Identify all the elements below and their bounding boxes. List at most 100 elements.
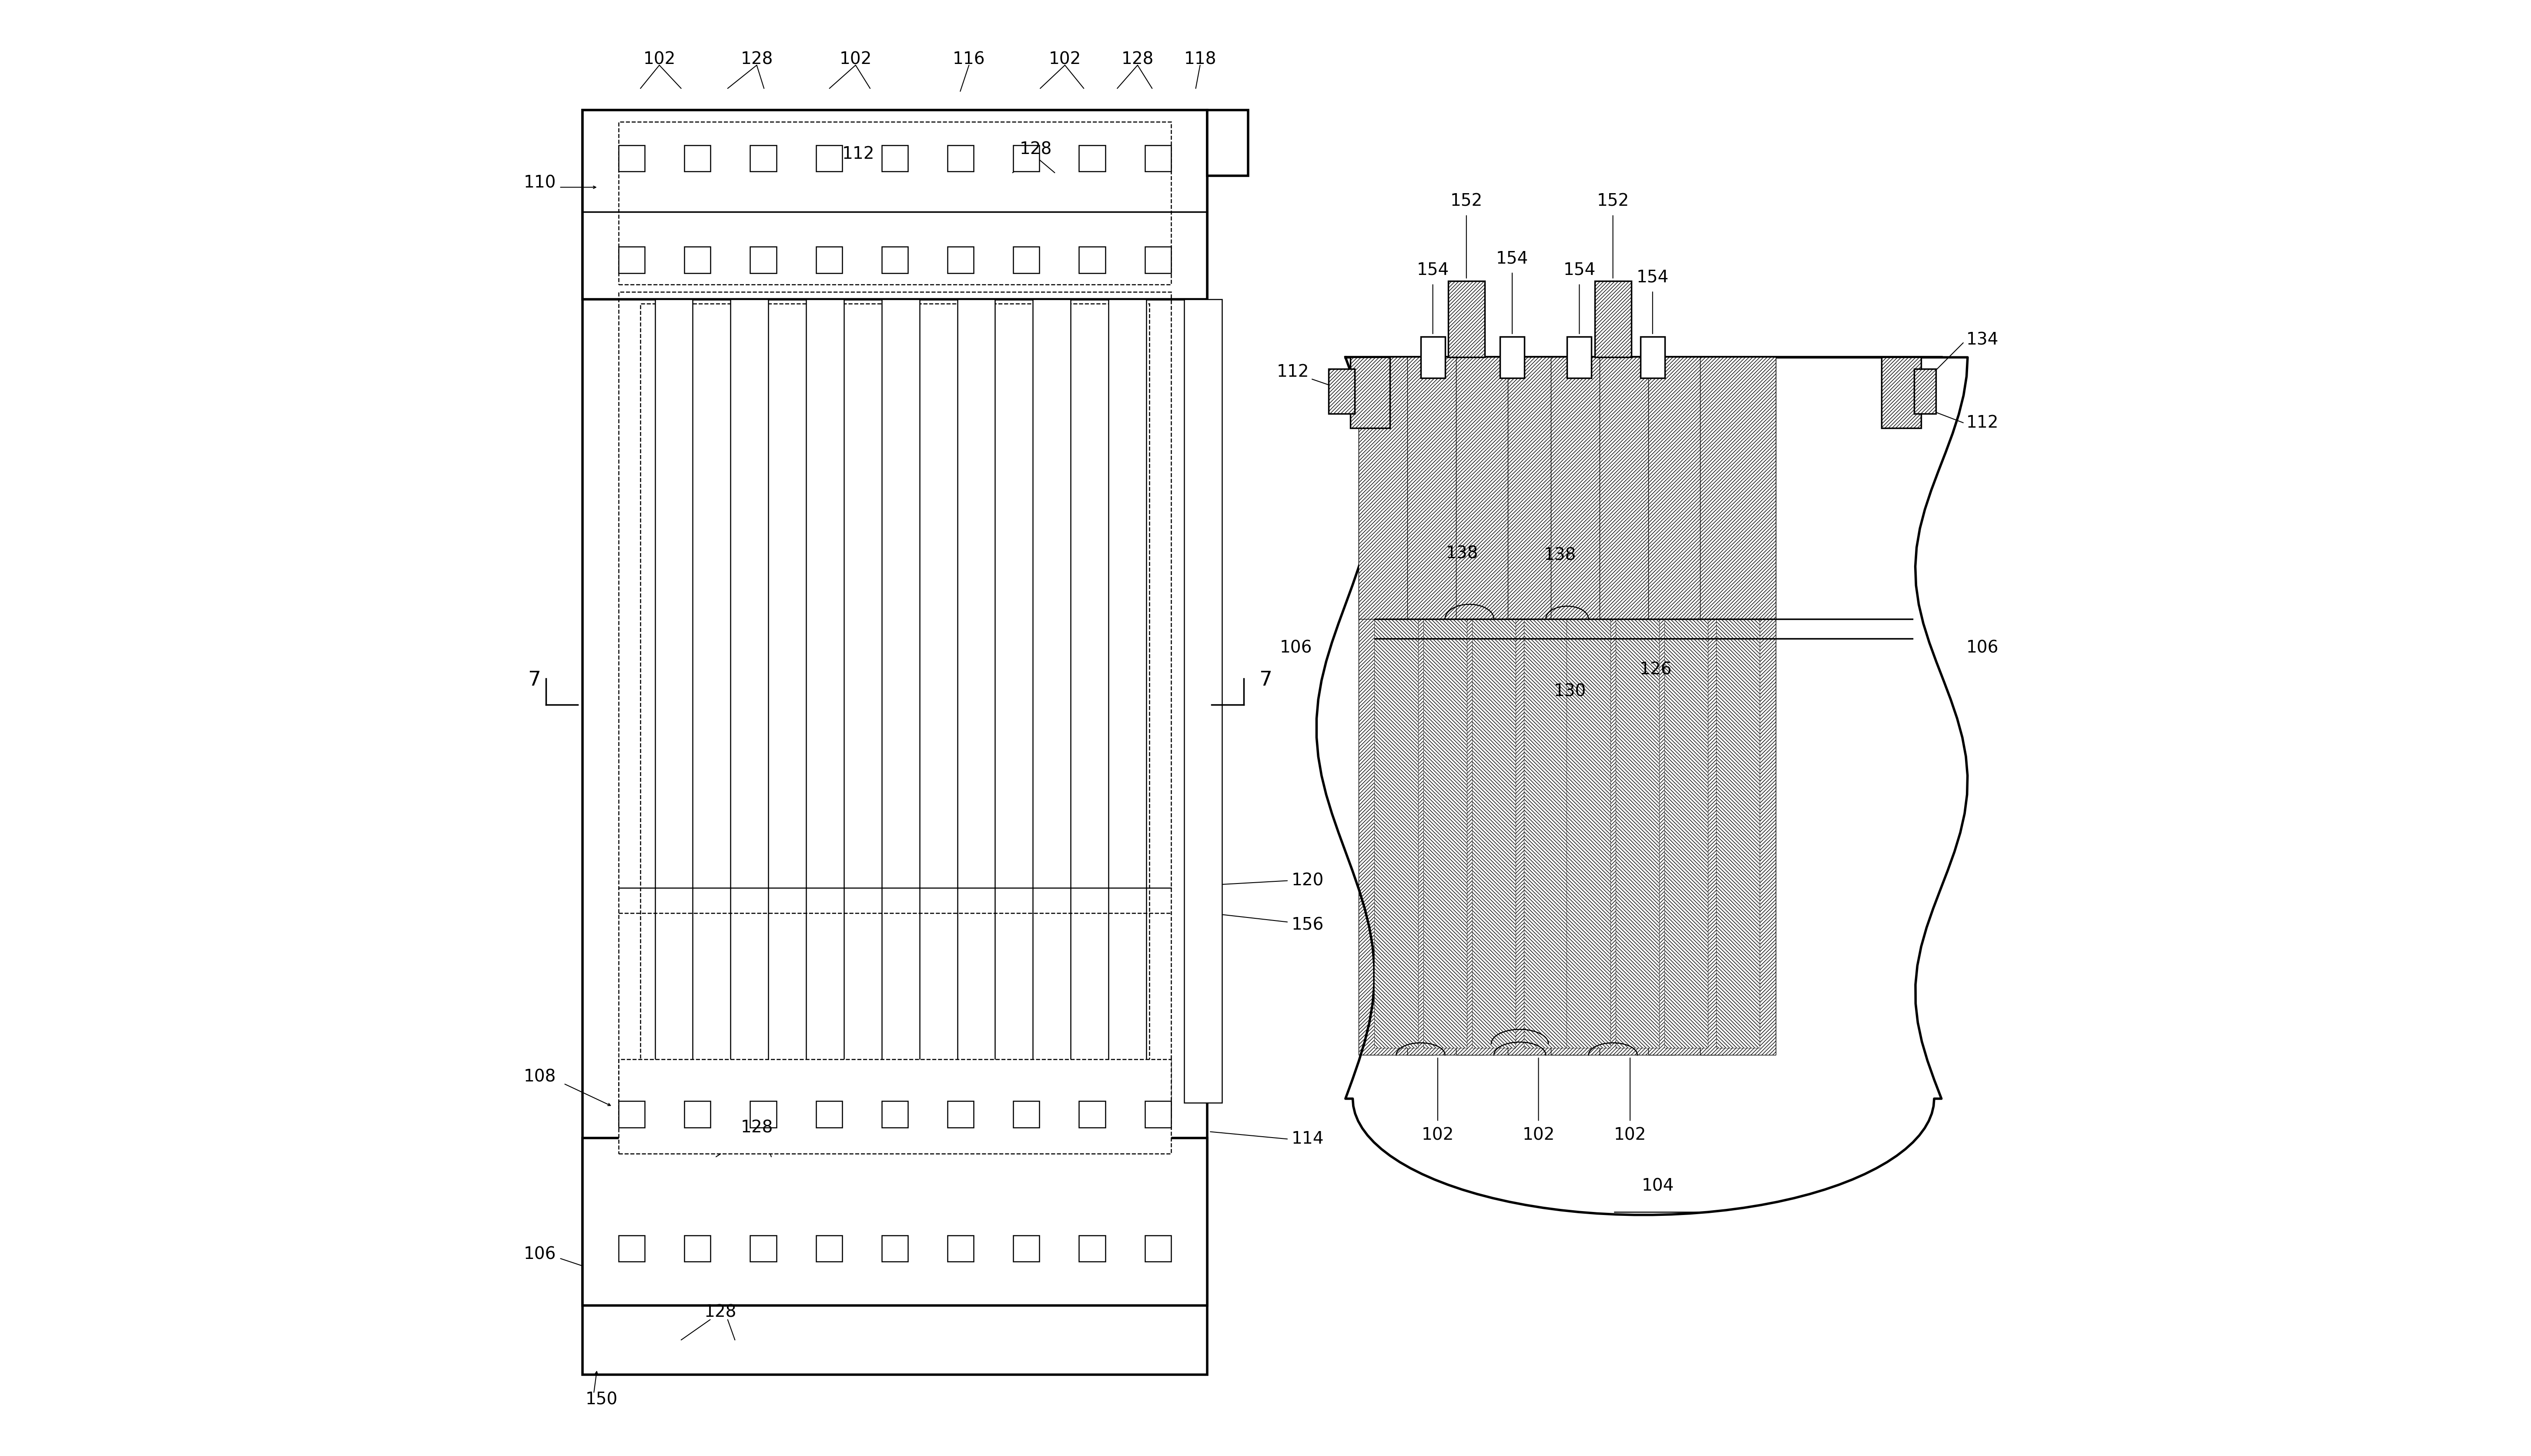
Bar bbox=[1012, 248, 1040, 274]
Bar bbox=[947, 146, 974, 172]
Bar bbox=[1567, 357, 1610, 619]
Bar bbox=[1508, 357, 1584, 1056]
Bar bbox=[1185, 298, 1222, 1104]
Text: 108: 108 bbox=[524, 1069, 557, 1085]
Bar bbox=[1012, 146, 1040, 172]
Bar bbox=[815, 1236, 843, 1262]
Text: 152: 152 bbox=[1597, 192, 1630, 210]
Text: 112: 112 bbox=[1276, 364, 1309, 380]
Text: 134: 134 bbox=[1967, 332, 1999, 348]
Bar bbox=[683, 1236, 711, 1262]
Bar bbox=[618, 122, 1172, 285]
Bar bbox=[582, 111, 1207, 1374]
Bar bbox=[1648, 357, 1724, 1056]
Bar bbox=[1144, 1101, 1172, 1127]
Bar bbox=[1422, 357, 1468, 1048]
Bar bbox=[1716, 357, 1759, 619]
Text: 128: 128 bbox=[742, 1120, 772, 1136]
Bar bbox=[947, 248, 974, 274]
Bar bbox=[881, 1101, 909, 1127]
Text: 130: 130 bbox=[1554, 683, 1587, 700]
Bar bbox=[1078, 146, 1106, 172]
Text: 152: 152 bbox=[1450, 192, 1483, 210]
Text: 102: 102 bbox=[840, 51, 871, 67]
Bar bbox=[1455, 357, 1531, 619]
Bar bbox=[1640, 336, 1665, 379]
Bar bbox=[1012, 1236, 1040, 1262]
Bar bbox=[1207, 111, 1248, 176]
Bar bbox=[618, 291, 1172, 1118]
Bar bbox=[1144, 248, 1172, 274]
Text: 138: 138 bbox=[1445, 545, 1478, 562]
Bar bbox=[731, 298, 769, 1104]
Text: 154: 154 bbox=[1417, 262, 1448, 278]
Bar bbox=[749, 1101, 777, 1127]
Bar bbox=[1407, 357, 1483, 619]
Text: 116: 116 bbox=[952, 51, 985, 67]
Bar bbox=[1665, 357, 1708, 619]
Text: 102: 102 bbox=[1048, 51, 1081, 67]
Bar bbox=[618, 146, 645, 172]
Bar bbox=[1078, 1236, 1106, 1262]
Bar bbox=[749, 146, 777, 172]
Text: 138: 138 bbox=[1544, 547, 1577, 563]
Bar bbox=[1359, 357, 1435, 619]
Text: 120: 120 bbox=[1291, 872, 1324, 890]
Text: 154: 154 bbox=[1496, 250, 1529, 266]
Text: 104: 104 bbox=[1643, 1178, 1673, 1194]
Bar bbox=[1524, 357, 1567, 1048]
Bar bbox=[749, 1236, 777, 1262]
Bar bbox=[947, 1101, 974, 1127]
Bar bbox=[1374, 357, 1417, 1048]
Bar bbox=[1473, 357, 1516, 1048]
Bar bbox=[1600, 357, 1676, 1056]
Bar bbox=[1448, 281, 1486, 357]
Bar bbox=[1033, 298, 1071, 1104]
Bar bbox=[881, 146, 909, 172]
Bar bbox=[1329, 368, 1354, 414]
Bar bbox=[1508, 357, 1584, 619]
Bar bbox=[1078, 1101, 1106, 1127]
Bar bbox=[1422, 357, 1468, 619]
Bar bbox=[1615, 357, 1660, 619]
Text: 154: 154 bbox=[1638, 269, 1668, 285]
Bar bbox=[640, 303, 1149, 1107]
Bar bbox=[1665, 357, 1708, 1048]
Bar bbox=[1881, 357, 1921, 428]
Bar bbox=[815, 146, 843, 172]
Bar bbox=[1407, 357, 1483, 1056]
Bar bbox=[1374, 357, 1417, 619]
Bar bbox=[1716, 357, 1759, 1048]
Text: 128: 128 bbox=[1121, 51, 1154, 67]
Bar bbox=[618, 1059, 1172, 1153]
Text: 128: 128 bbox=[704, 1305, 737, 1321]
Bar bbox=[1455, 357, 1531, 1056]
Bar bbox=[1615, 357, 1660, 1048]
Bar bbox=[957, 298, 995, 1104]
Text: 112: 112 bbox=[1967, 415, 1999, 431]
Bar bbox=[1109, 298, 1147, 1104]
Bar bbox=[881, 298, 919, 1104]
Bar bbox=[683, 1101, 711, 1127]
Bar bbox=[947, 1236, 974, 1262]
Bar bbox=[683, 248, 711, 274]
Bar bbox=[815, 1101, 843, 1127]
Text: 110: 110 bbox=[524, 175, 557, 191]
Bar bbox=[1420, 336, 1445, 379]
Bar bbox=[1359, 357, 1435, 1056]
Bar bbox=[749, 248, 777, 274]
Bar bbox=[815, 248, 843, 274]
Text: 150: 150 bbox=[585, 1392, 618, 1408]
Bar bbox=[1567, 357, 1610, 1048]
Text: 7: 7 bbox=[529, 670, 542, 690]
Bar bbox=[582, 111, 1207, 298]
Bar bbox=[1012, 1101, 1040, 1127]
Bar bbox=[1701, 357, 1777, 1056]
Bar bbox=[1144, 146, 1172, 172]
Polygon shape bbox=[1316, 357, 1967, 1214]
Bar bbox=[683, 146, 711, 172]
Bar bbox=[1600, 357, 1676, 619]
Text: 112: 112 bbox=[843, 146, 876, 162]
Bar bbox=[1078, 248, 1106, 274]
Text: 106: 106 bbox=[1281, 639, 1311, 657]
